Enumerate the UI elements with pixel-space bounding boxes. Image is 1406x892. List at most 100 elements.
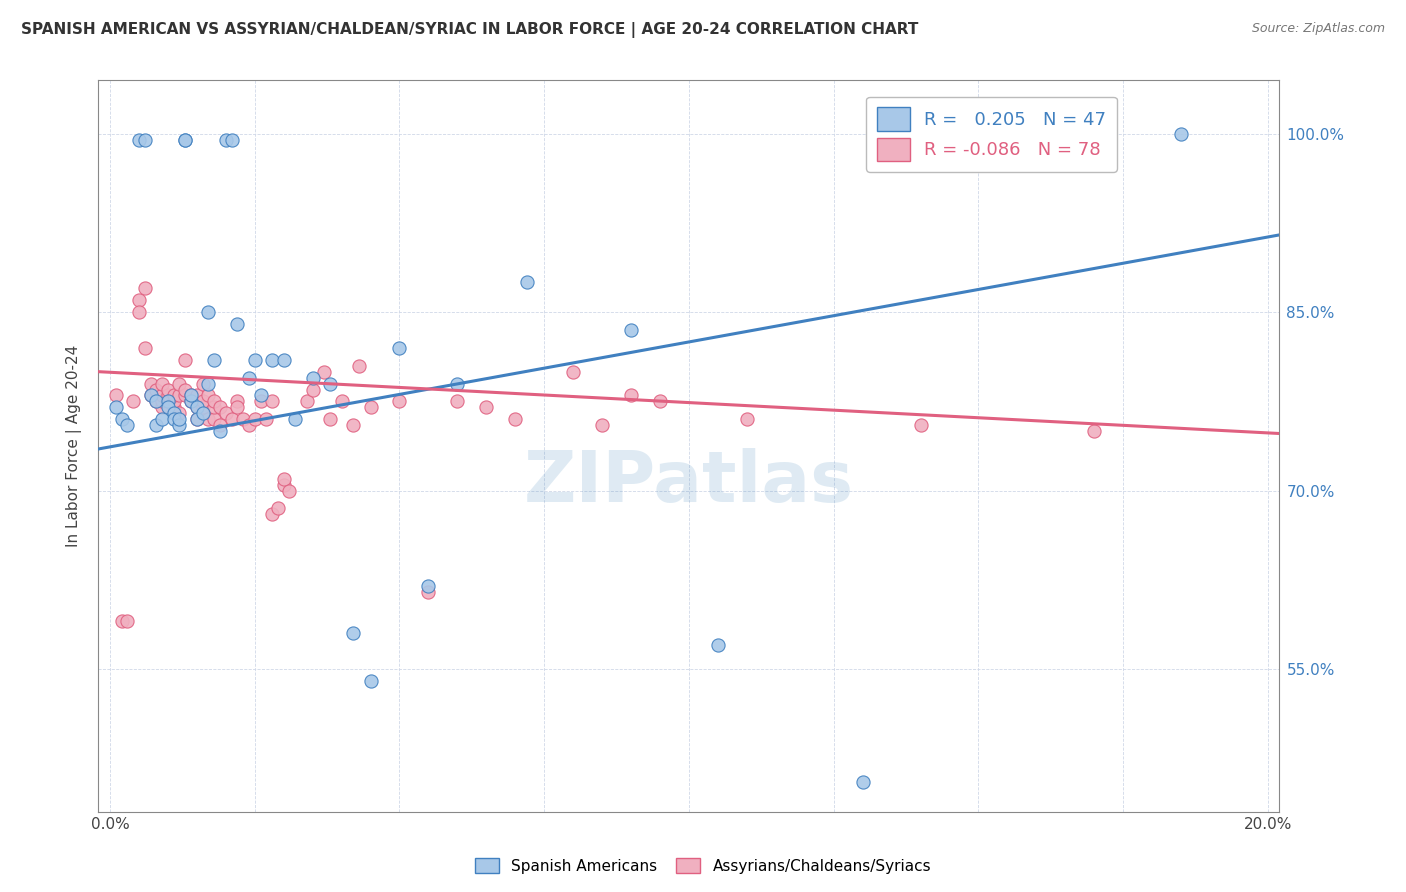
Point: [186, 401, 208, 415]
Point: [202, 352, 225, 367]
Point: [145, 394, 167, 409]
Point: [620, 323, 643, 337]
Point: [156, 388, 179, 402]
Point: [117, 418, 139, 433]
Point: [169, 388, 191, 402]
Point: [186, 388, 208, 402]
Point: [226, 394, 249, 409]
Point: [208, 424, 231, 438]
Point: [273, 477, 295, 491]
Point: [174, 133, 197, 147]
Point: [273, 352, 295, 367]
Legend: R =   0.205   N = 47, R = -0.086   N = 78: R = 0.205 N = 47, R = -0.086 N = 78: [866, 96, 1116, 172]
Text: SPANISH AMERICAN VS ASSYRIAN/CHALDEAN/SYRIAC IN LABOR FORCE | AGE 20-24 CORRELAT: SPANISH AMERICAN VS ASSYRIAN/CHALDEAN/SY…: [21, 22, 918, 38]
Point: [104, 388, 127, 402]
Point: [735, 412, 758, 426]
Point: [295, 394, 318, 409]
Point: [249, 394, 271, 409]
Point: [243, 352, 266, 367]
Point: [446, 376, 468, 391]
Text: ZIPatlas: ZIPatlas: [524, 448, 853, 517]
Point: [174, 383, 197, 397]
Point: [418, 579, 440, 593]
Point: [648, 394, 671, 409]
Point: [342, 626, 364, 640]
Point: [150, 388, 173, 402]
Point: [145, 394, 167, 409]
Point: [180, 388, 202, 402]
Point: [202, 401, 225, 415]
Point: [186, 401, 208, 415]
Point: [169, 418, 191, 433]
Point: [249, 388, 271, 402]
Point: [191, 406, 214, 420]
Point: [180, 394, 202, 409]
Point: [591, 418, 613, 433]
Point: [475, 401, 498, 415]
Point: [314, 365, 336, 379]
Point: [319, 412, 342, 426]
Point: [1083, 424, 1105, 438]
Point: [360, 673, 382, 688]
Point: [215, 133, 238, 147]
Point: [174, 352, 197, 367]
Point: [262, 352, 284, 367]
Point: [516, 276, 538, 290]
Point: [215, 406, 238, 420]
Point: [910, 418, 932, 433]
Point: [446, 394, 468, 409]
Point: [562, 365, 585, 379]
Point: [503, 412, 526, 426]
Point: [163, 401, 186, 415]
Point: [134, 341, 156, 355]
Point: [267, 501, 290, 516]
Point: [134, 281, 156, 295]
Point: [284, 412, 307, 426]
Point: [226, 317, 249, 331]
Point: [145, 418, 167, 433]
Point: [150, 401, 173, 415]
Point: [301, 383, 323, 397]
Point: [388, 341, 411, 355]
Point: [360, 401, 382, 415]
Y-axis label: In Labor Force | Age 20-24: In Labor Force | Age 20-24: [66, 345, 83, 547]
Point: [186, 412, 208, 426]
Point: [180, 394, 202, 409]
Point: [139, 388, 162, 402]
Point: [163, 412, 186, 426]
Point: [150, 394, 173, 409]
Point: [232, 412, 254, 426]
Text: Source: ZipAtlas.com: Source: ZipAtlas.com: [1251, 22, 1385, 36]
Point: [163, 406, 186, 420]
Point: [262, 508, 284, 522]
Legend: Spanish Americans, Assyrians/Chaldeans/Syriacs: Spanish Americans, Assyrians/Chaldeans/S…: [468, 852, 938, 880]
Point: [163, 394, 186, 409]
Point: [174, 133, 197, 147]
Point: [197, 388, 219, 402]
Point: [169, 412, 191, 426]
Point: [388, 394, 411, 409]
Point: [301, 370, 323, 384]
Point: [273, 472, 295, 486]
Point: [208, 401, 231, 415]
Point: [150, 412, 173, 426]
Point: [238, 370, 260, 384]
Point: [169, 376, 191, 391]
Point: [128, 293, 150, 308]
Point: [191, 394, 214, 409]
Point: [202, 412, 225, 426]
Point: [191, 401, 214, 415]
Point: [330, 394, 353, 409]
Point: [139, 388, 162, 402]
Point: [620, 388, 643, 402]
Point: [156, 394, 179, 409]
Point: [104, 401, 127, 415]
Point: [110, 615, 132, 629]
Point: [342, 418, 364, 433]
Point: [197, 376, 219, 391]
Point: [134, 133, 156, 147]
Point: [238, 418, 260, 433]
Point: [226, 401, 249, 415]
Point: [278, 483, 301, 498]
Point: [262, 394, 284, 409]
